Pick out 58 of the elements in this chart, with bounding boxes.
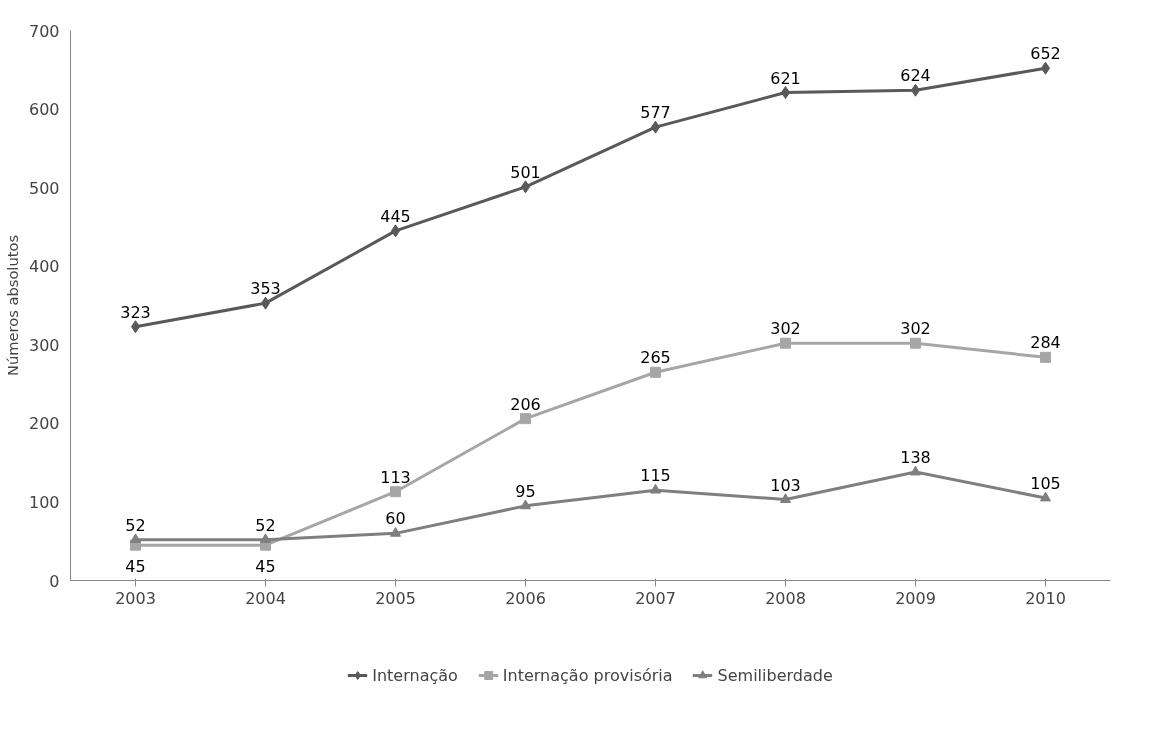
data-label: 206 [510, 394, 541, 414]
point [390, 486, 401, 498]
data-label: 302 [770, 319, 801, 339]
data-label: 284 [1030, 333, 1061, 353]
y-tick-label: 300 [28, 335, 60, 355]
y-tick-label: 100 [28, 492, 60, 512]
point [650, 483, 661, 494]
data-label: 113 [380, 467, 411, 487]
x-tick-label: 2009 [895, 588, 936, 608]
y-tick-label: 0 [49, 571, 60, 591]
data-label: 52 [255, 515, 276, 535]
point [1040, 351, 1051, 363]
x-tick-label: 2010 [1025, 588, 1066, 608]
data-label: 621 [770, 68, 801, 88]
y-axis-title: Números absolutos [3, 234, 21, 377]
y-tick-label: 400 [28, 257, 60, 277]
point [910, 465, 921, 476]
legend-label: Internação [372, 665, 458, 685]
data-label: 105 [1030, 474, 1061, 493]
data-label: 52 [125, 515, 146, 535]
data-label: 103 [770, 475, 801, 495]
point [1040, 491, 1051, 502]
data-label: 302 [900, 319, 931, 339]
point [260, 533, 271, 544]
point [520, 413, 531, 425]
x-tick-label: 2003 [115, 588, 156, 608]
data-label: 577 [640, 103, 671, 123]
y-tick-label: 700 [28, 21, 60, 41]
data-label: 652 [1030, 44, 1061, 64]
data-label: 60 [385, 509, 406, 529]
point [650, 366, 661, 378]
data-label: 501 [510, 162, 541, 182]
legend-label: Semiliberdade [717, 665, 833, 685]
point [780, 493, 791, 503]
point [130, 533, 141, 544]
data-label: 323 [120, 302, 151, 322]
x-tick-label: 2004 [245, 588, 286, 608]
y-tick-label: 200 [28, 414, 60, 434]
data-label: 445 [380, 206, 411, 226]
x-tick-label: 2007 [635, 588, 676, 608]
point [520, 499, 531, 510]
legend-label: Internação provisória [502, 665, 673, 685]
x-tick-label: 2006 [505, 588, 546, 608]
data-label: 115 [640, 466, 671, 486]
y-tick-label: 500 [28, 178, 60, 198]
data-label: 45 [255, 557, 276, 577]
point [910, 337, 921, 349]
data-label: 265 [640, 348, 671, 368]
data-label: 624 [900, 66, 931, 86]
x-tick-label: 2008 [765, 588, 806, 608]
data-label: 95 [515, 481, 536, 501]
data-label: 138 [900, 448, 931, 468]
point [780, 337, 791, 349]
x-tick-label: 2005 [375, 588, 416, 608]
data-label: 353 [250, 279, 281, 299]
point [390, 527, 401, 537]
y-tick-label: 600 [28, 100, 60, 120]
data-label: 45 [125, 557, 146, 577]
